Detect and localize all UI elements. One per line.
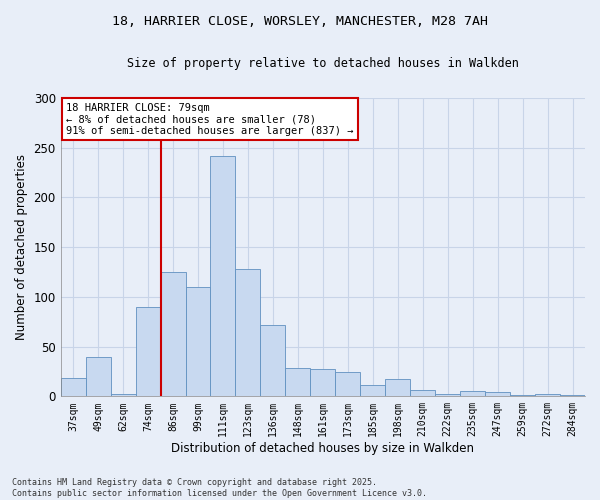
Bar [335, 372, 360, 396]
Y-axis label: Number of detached properties: Number of detached properties [15, 154, 28, 340]
Title: Size of property relative to detached houses in Walkden: Size of property relative to detached ho… [127, 58, 519, 70]
Bar [161, 272, 185, 396]
Bar [86, 356, 110, 397]
Bar [410, 390, 435, 396]
Text: 18 HARRIER CLOSE: 79sqm
← 8% of detached houses are smaller (78)
91% of semi-det: 18 HARRIER CLOSE: 79sqm ← 8% of detached… [66, 102, 353, 136]
Bar [485, 392, 510, 396]
Bar [435, 394, 460, 396]
Bar [286, 368, 310, 396]
Bar [211, 156, 235, 396]
Text: 18, HARRIER CLOSE, WORSLEY, MANCHESTER, M28 7AH: 18, HARRIER CLOSE, WORSLEY, MANCHESTER, … [112, 15, 488, 28]
Bar [260, 324, 286, 396]
Bar [535, 394, 560, 396]
Bar [385, 380, 410, 396]
Bar [310, 370, 335, 396]
Bar [235, 269, 260, 396]
Bar [110, 394, 136, 396]
X-axis label: Distribution of detached houses by size in Walkden: Distribution of detached houses by size … [172, 442, 475, 455]
Bar [136, 307, 161, 396]
Bar [185, 287, 211, 397]
Bar [61, 378, 86, 396]
Bar [460, 392, 485, 396]
Bar [360, 386, 385, 396]
Text: Contains HM Land Registry data © Crown copyright and database right 2025.
Contai: Contains HM Land Registry data © Crown c… [12, 478, 427, 498]
